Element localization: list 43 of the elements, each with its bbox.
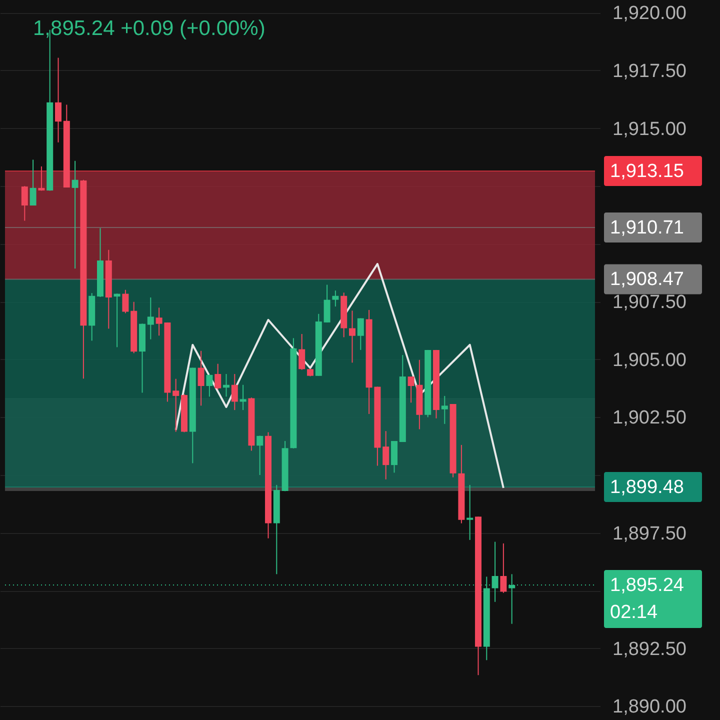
candlestick [466,484,474,540]
candlestick [324,284,330,323]
y-tick-label: 1,920.00 [612,3,686,24]
ref-line-label: 1,899.48 [610,477,684,498]
y-tick-label: 1,902.50 [612,408,686,429]
y-tick-label: 1,905.00 [612,350,686,371]
candlestick [114,293,120,348]
candlestick [348,310,356,364]
ref-line-label: 1,908.47 [610,269,684,290]
candlestick [223,373,230,398]
candlestick [231,373,238,411]
candlestick [256,435,264,476]
candlestick [240,384,246,411]
candlestick [441,395,448,424]
y-tick-label: 1,897.50 [612,523,686,544]
candlestick [492,541,498,602]
candlestick [198,350,204,406]
y-tick-label: 1,917.50 [612,61,686,82]
ref-line-label: 1,895.24 [610,575,684,596]
y-tick-label: 1,892.50 [612,638,686,660]
text: 1,895.24 +0.09 (+0.00%) [33,17,266,40]
candlestick [172,378,180,432]
y-tick-label: 1,907.50 [612,292,686,314]
candlestick [298,333,306,370]
ref-line-label: 1,910.71 [610,217,684,238]
candlestick [214,363,222,390]
text: 02:14 [610,602,658,624]
candlestick [55,57,62,143]
candlestick [500,542,507,594]
candlestick [122,289,129,314]
line-series [174,262,504,489]
candlestick [30,159,36,206]
candlestick [206,374,213,398]
y-tick-label: 1,915.00 [612,118,686,140]
candlestick [72,160,78,270]
ref-line-label: 1,913.15 [610,161,684,182]
candlestick [38,166,45,192]
candlestick [332,290,339,307]
candlestick [382,430,390,480]
y-tick-label: 1,890.00 [612,696,686,718]
candlestick [21,186,28,222]
candlestick [357,318,364,350]
candlestick [147,296,154,340]
